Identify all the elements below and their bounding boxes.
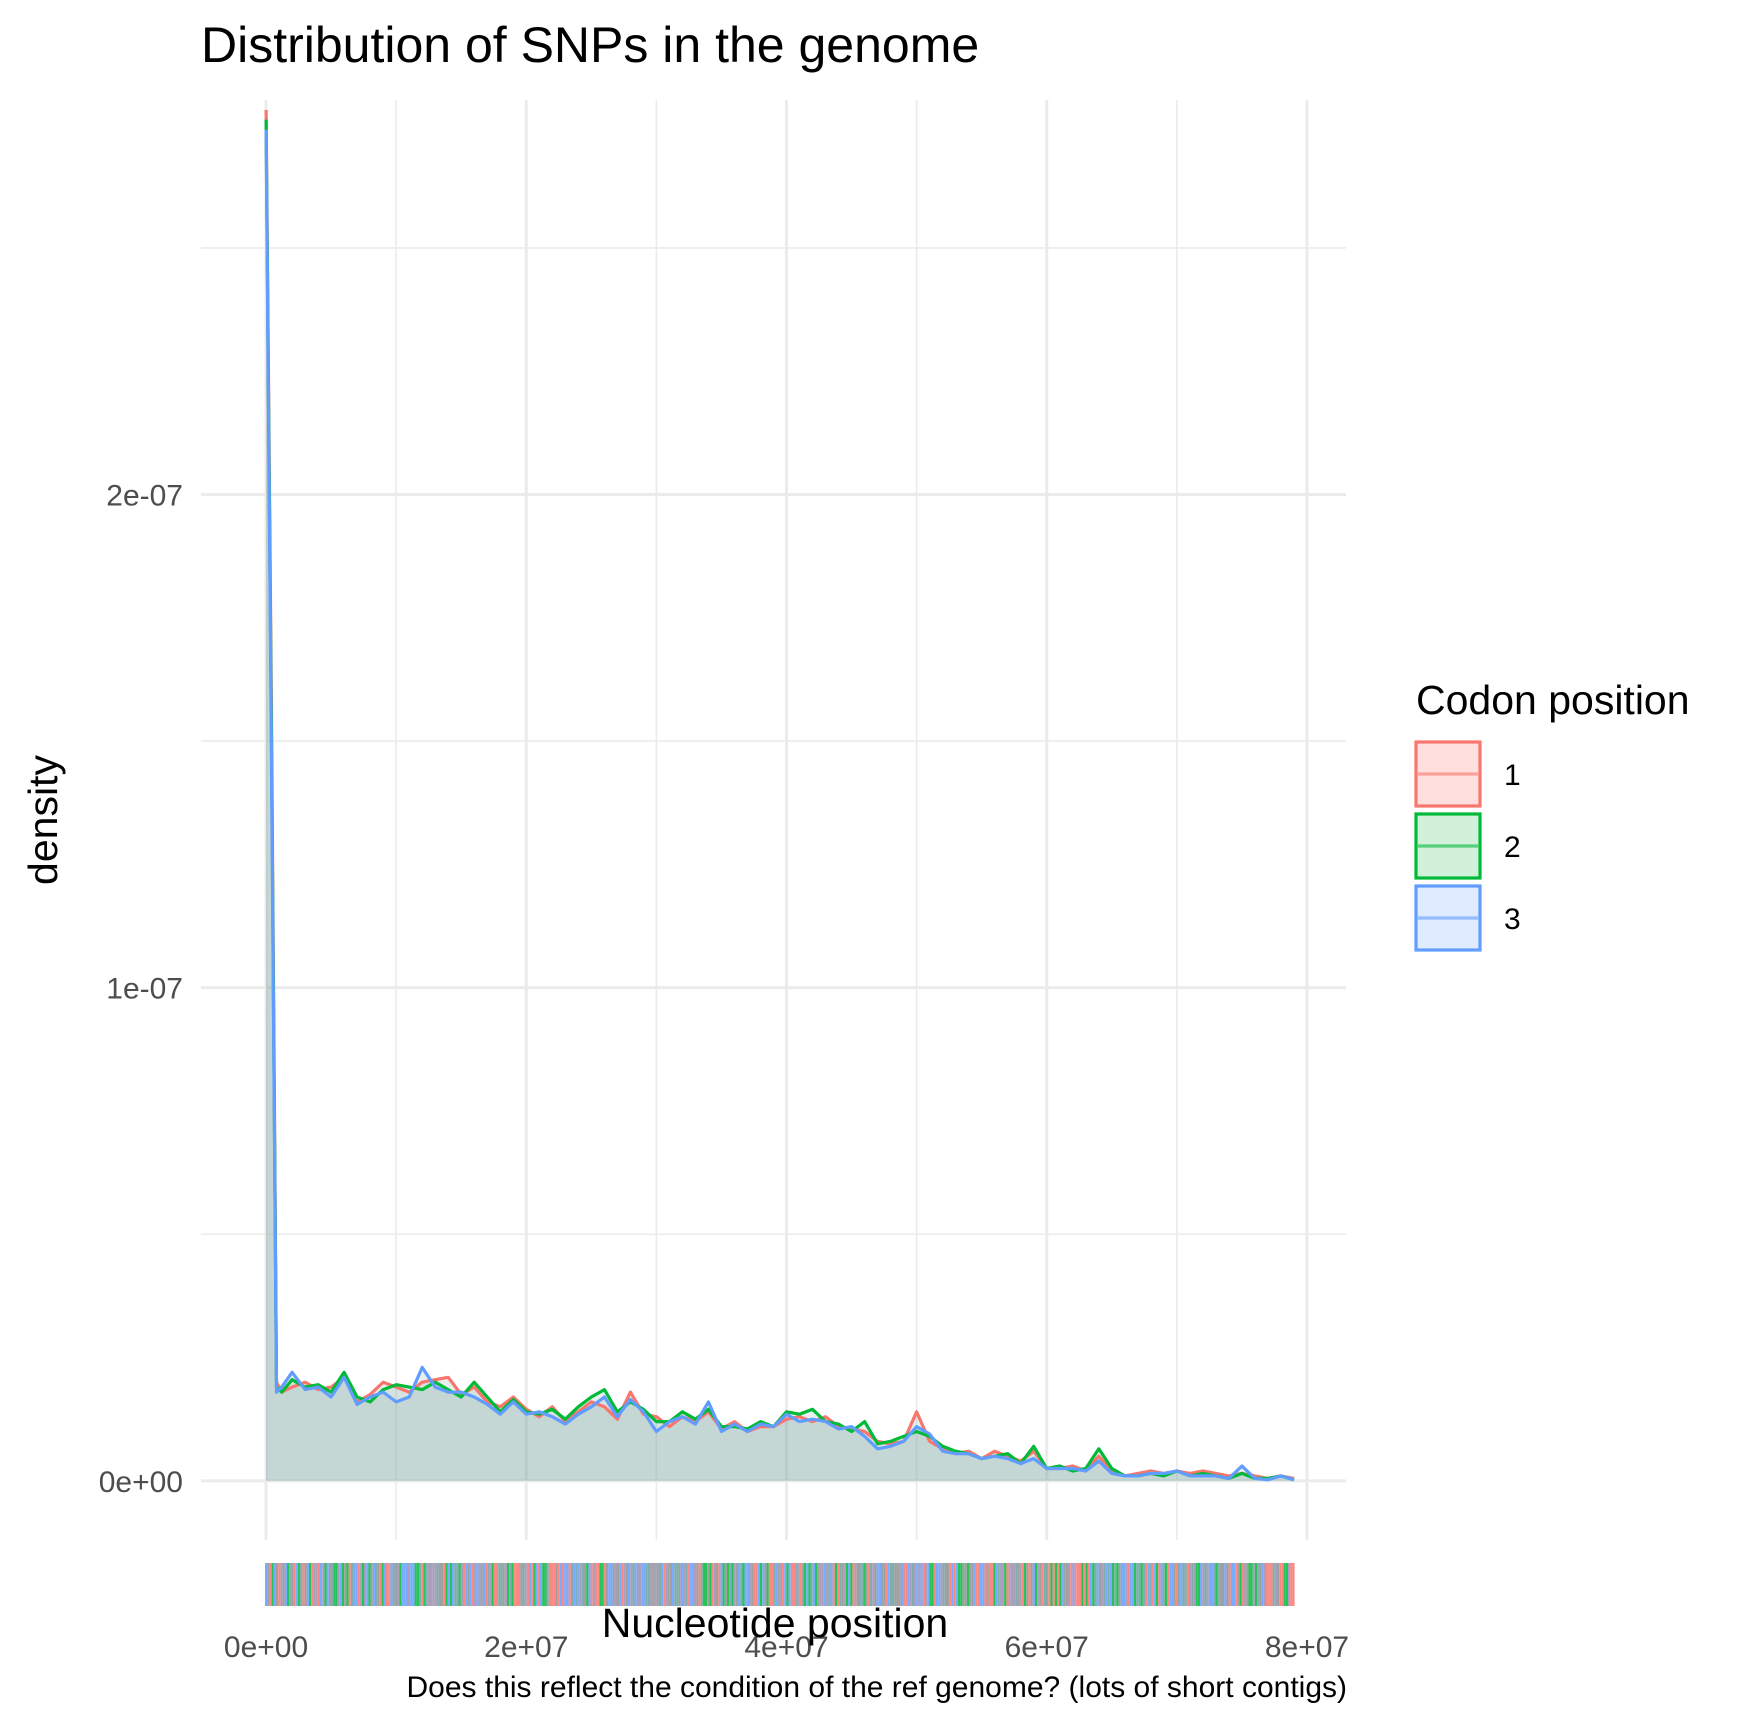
density-area-3 (266, 129, 1295, 1481)
y-tick-label: 1e-07 (106, 973, 183, 1006)
legend: Codon position 1 2 3 (1414, 677, 1690, 952)
x-tick-label: 6e+07 (1005, 1631, 1089, 1664)
chart-title: Distribution of SNPs in the genome (201, 17, 979, 73)
y-axis-title: density (20, 755, 66, 885)
legend-label-2: 2 (1504, 831, 1521, 864)
legend-label-3: 3 (1504, 903, 1521, 936)
chart-caption: Does this reflect the condition of the r… (407, 1671, 1348, 1704)
density-areas (266, 109, 1295, 1481)
y-tick-label: 0e+00 (99, 1466, 183, 1499)
x-tick-label: 2e+07 (484, 1631, 568, 1664)
legend-label-1: 1 (1504, 759, 1521, 792)
density-lines (264, 109, 1295, 1482)
x-axis-title: Nucleotide position (602, 1600, 948, 1646)
legend-title: Codon position (1416, 677, 1690, 723)
x-tick-label: 0e+00 (224, 1631, 308, 1664)
density-area-2 (266, 119, 1295, 1481)
rug-plot (265, 1563, 1295, 1606)
y-tick-labels: 0e+00 1e-07 2e-07 (99, 480, 183, 1499)
x-tick-label: 4e+07 (744, 1631, 828, 1664)
x-tick-label: 8e+07 (1265, 1631, 1349, 1664)
density-area-1 (266, 109, 1295, 1481)
y-tick-label: 2e-07 (106, 480, 183, 513)
density-line-1 (264, 109, 1295, 1480)
density-line-2 (264, 119, 1295, 1482)
x-tick-labels: 0e+00 2e+07 4e+07 6e+07 8e+07 (224, 1631, 1349, 1664)
density-line-3 (264, 129, 1295, 1482)
grid (201, 100, 1346, 1540)
